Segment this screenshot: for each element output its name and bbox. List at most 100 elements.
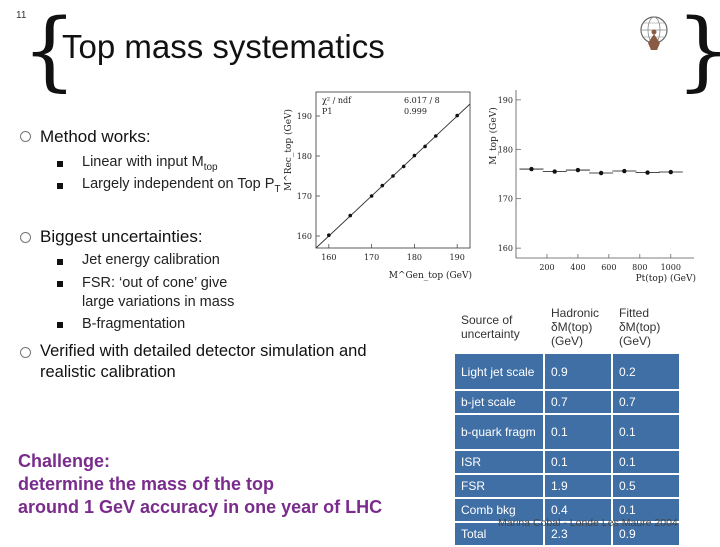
table-header-hadronic: Hadronic δM(top) (GeV) xyxy=(543,300,612,354)
chart1-point xyxy=(412,153,417,158)
chart2-x-tick-label: 600 xyxy=(601,263,616,272)
row-fitted: 0.1 xyxy=(611,414,679,451)
mass-linearity-chart: 160 170 180 190 160 170 180 190 M^Rec_top (GeV)… xyxy=(283,91,472,281)
bullet-method-sub1-text: Linear with input M xyxy=(82,154,204,170)
page-title: Top mass systematics xyxy=(62,28,385,65)
bullet-square xyxy=(57,322,63,328)
chart1-point xyxy=(327,233,331,237)
chart1-x-tick-label: 160 xyxy=(321,253,336,262)
chart1-legend-line2: P1 xyxy=(322,107,332,116)
bullet-square xyxy=(57,161,63,167)
chart2-y-tick-label: 180 xyxy=(498,145,513,154)
chart1-y-tick-label: 190 xyxy=(297,112,312,121)
row-fitted: 0.5 xyxy=(611,474,679,499)
challenge-line1: Challenge: xyxy=(18,451,111,471)
chart2-x-tick-label: 200 xyxy=(539,263,554,272)
chart1-x-tick-label: 180 xyxy=(407,253,422,262)
table-row: b-jet scale 0.7 0.7 xyxy=(455,390,679,415)
bullet-biggest-sub3: B-fragmentation xyxy=(82,316,186,332)
row-fitted: 0.1 xyxy=(611,450,679,475)
chart1-point xyxy=(433,134,438,138)
left-brace: { xyxy=(22,1,77,101)
bullet-method: Method works: xyxy=(40,127,151,146)
table-row: b-quark fragm 0.1 0.1 xyxy=(455,414,679,451)
uncertainty-table: Source of uncertainty Hadronic δM(top) (… xyxy=(455,300,679,547)
chart1-y-tick-label: 180 xyxy=(297,152,312,161)
chart2-point xyxy=(668,169,673,175)
table-header-source: Source of uncertainty xyxy=(455,300,544,354)
bullet-method-sub1-subscript: top xyxy=(203,161,218,173)
bullet-biggest: Biggest uncertainties: xyxy=(40,227,203,246)
chart2-x-tick-label: 800 xyxy=(632,263,647,272)
row-hadronic: 0.1 xyxy=(543,450,612,475)
bullet-square xyxy=(57,281,63,287)
bullet-method-sub1: Linear with input Mtop xyxy=(82,154,218,173)
chart1-point xyxy=(391,174,395,178)
bullet-verified: Verified with detailed detector simulati… xyxy=(40,342,367,381)
chart1-y-tick-label: 170 xyxy=(297,192,312,201)
bullet-circle xyxy=(20,131,31,142)
row-source: Light jet scale xyxy=(455,354,544,391)
bullet-square xyxy=(57,183,63,189)
row-fitted: 0.2 xyxy=(611,354,679,391)
slide-number: 11 xyxy=(16,10,27,21)
chart2-y-tick-label: 160 xyxy=(498,244,513,253)
bullet-method-sub2: Largely independent on Top PT xyxy=(82,176,281,195)
table-header-fitted: Fitted δM(top) (GeV) xyxy=(611,300,679,354)
challenge-text: Challenge: determine the mass of the top… xyxy=(18,450,382,519)
chart2-ylabel: M_top (GeV) xyxy=(488,107,499,164)
row-source: FSR xyxy=(455,474,544,499)
chart1-legend-value2: 0.999 xyxy=(404,107,427,116)
challenge-line2: determine the mass of the top xyxy=(18,474,275,494)
table-row: FSR 1.9 0.5 xyxy=(455,474,679,499)
chart2-y-tick-label: 190 xyxy=(498,96,513,105)
chart1-point xyxy=(348,213,353,218)
chart2-x-tick-label: 400 xyxy=(570,263,585,272)
row-hadronic: 0.1 xyxy=(543,414,612,451)
bullet-biggest-sub1: Jet energy calibration xyxy=(82,252,220,268)
table-row: ISR 0.1 0.1 xyxy=(455,450,679,475)
chart2-y-tick-label: 170 xyxy=(498,195,513,204)
chart2-point xyxy=(598,170,604,176)
table-row: Comb bkg 0.4 0.1 xyxy=(455,498,679,523)
chart2-point xyxy=(645,170,650,175)
chart1-x-tick-label: 170 xyxy=(364,253,379,262)
bullet-circle xyxy=(20,347,31,358)
bullet-method-sub2-subscript: T xyxy=(274,183,281,195)
chart2-point xyxy=(575,167,581,173)
row-hadronic: 0.7 xyxy=(543,390,612,415)
row-hadronic: 1.9 xyxy=(543,474,612,499)
chart1-legend-line1: χ² / ndf xyxy=(322,96,352,105)
bullet-method-sub2-text: Largely independent on Top P xyxy=(82,176,275,192)
footer-credit: Marina Cobal - Londe Les Maure 2004 xyxy=(498,517,678,529)
table-header-row: Source of uncertainty Hadronic δM(top) (… xyxy=(455,300,679,354)
chart1-point xyxy=(423,144,427,149)
chart2-xlabel: Pt(top) (GeV) xyxy=(636,273,696,284)
bullet-square xyxy=(57,259,63,265)
mass-vs-pt-chart: 200 400 600 800 1000 160 170 180 190 M_top (GeV)… xyxy=(488,90,696,284)
chart2-point xyxy=(622,168,627,174)
row-fitted: 0.1 xyxy=(611,498,679,523)
chart2-point xyxy=(552,169,557,174)
chart1-point xyxy=(455,113,459,118)
bullet-biggest-sub2: FSR: ‘out of cone’ give large variations… xyxy=(82,275,235,310)
chart1-frame xyxy=(315,91,471,249)
challenge-line3: around 1 GeV accuracy in one year of LHC xyxy=(18,497,383,517)
row-source: b-jet scale xyxy=(455,390,544,415)
chart1-point xyxy=(401,164,406,169)
bullet-circle xyxy=(20,232,31,243)
right-brace: } xyxy=(676,8,720,94)
row-source: Comb bkg xyxy=(455,498,544,523)
chart1-point xyxy=(380,183,385,188)
chart1-xlabel: M^Gen_top (GeV) xyxy=(389,270,472,281)
table-row: Light jet scale 0.9 0.2 xyxy=(455,354,679,391)
chart2-x-tick-label: 1000 xyxy=(661,263,681,272)
chart1-y-tick-label: 160 xyxy=(297,232,312,241)
chart2-point xyxy=(529,166,534,172)
chart1-x-tick-label: 190 xyxy=(450,253,465,262)
row-hadronic: 0.9 xyxy=(543,354,612,391)
row-fitted: 0.7 xyxy=(611,390,679,415)
row-hadronic: 0.4 xyxy=(543,498,612,523)
chart1-point xyxy=(369,194,374,198)
row-source: b-quark fragm xyxy=(455,414,544,451)
